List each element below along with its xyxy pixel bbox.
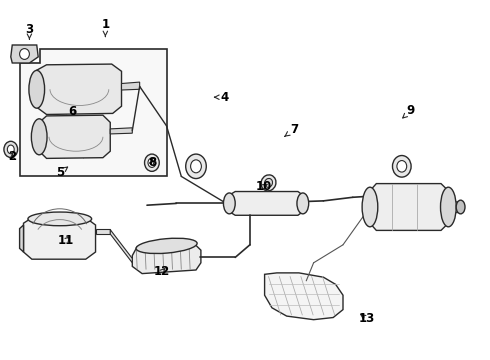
Ellipse shape bbox=[7, 145, 14, 154]
Polygon shape bbox=[122, 82, 140, 90]
Polygon shape bbox=[96, 229, 110, 234]
Polygon shape bbox=[20, 225, 24, 252]
Ellipse shape bbox=[186, 154, 206, 179]
Polygon shape bbox=[229, 192, 303, 215]
Ellipse shape bbox=[31, 119, 47, 155]
Ellipse shape bbox=[136, 238, 197, 253]
Polygon shape bbox=[11, 45, 38, 63]
Ellipse shape bbox=[29, 71, 45, 108]
Ellipse shape bbox=[441, 187, 456, 227]
Polygon shape bbox=[265, 273, 343, 320]
Text: 10: 10 bbox=[255, 180, 272, 193]
Text: 11: 11 bbox=[58, 234, 74, 247]
Ellipse shape bbox=[392, 156, 411, 177]
Text: 3: 3 bbox=[25, 23, 33, 39]
Text: 9: 9 bbox=[403, 104, 415, 118]
Text: 13: 13 bbox=[358, 312, 375, 325]
Text: 4: 4 bbox=[215, 91, 228, 104]
Ellipse shape bbox=[223, 193, 235, 214]
Ellipse shape bbox=[456, 200, 465, 214]
Polygon shape bbox=[132, 243, 201, 274]
Ellipse shape bbox=[4, 141, 18, 158]
Ellipse shape bbox=[261, 175, 276, 191]
Text: 8: 8 bbox=[148, 156, 156, 168]
Ellipse shape bbox=[362, 187, 378, 227]
Text: 6: 6 bbox=[69, 105, 76, 118]
Ellipse shape bbox=[191, 160, 201, 173]
Ellipse shape bbox=[145, 154, 159, 171]
Polygon shape bbox=[24, 218, 96, 259]
Text: 2: 2 bbox=[8, 150, 16, 163]
Ellipse shape bbox=[20, 49, 29, 59]
Polygon shape bbox=[20, 49, 167, 176]
Ellipse shape bbox=[28, 212, 92, 226]
Ellipse shape bbox=[148, 158, 156, 167]
Ellipse shape bbox=[397, 161, 407, 172]
Text: 1: 1 bbox=[101, 18, 109, 37]
Text: 12: 12 bbox=[153, 265, 170, 278]
Ellipse shape bbox=[265, 179, 272, 187]
Ellipse shape bbox=[297, 193, 309, 214]
Polygon shape bbox=[110, 128, 132, 134]
Text: 7: 7 bbox=[285, 123, 298, 136]
Polygon shape bbox=[37, 64, 122, 114]
Polygon shape bbox=[448, 201, 461, 213]
Polygon shape bbox=[370, 184, 448, 230]
Polygon shape bbox=[39, 115, 110, 158]
Polygon shape bbox=[110, 230, 132, 263]
Text: 5: 5 bbox=[56, 166, 68, 179]
